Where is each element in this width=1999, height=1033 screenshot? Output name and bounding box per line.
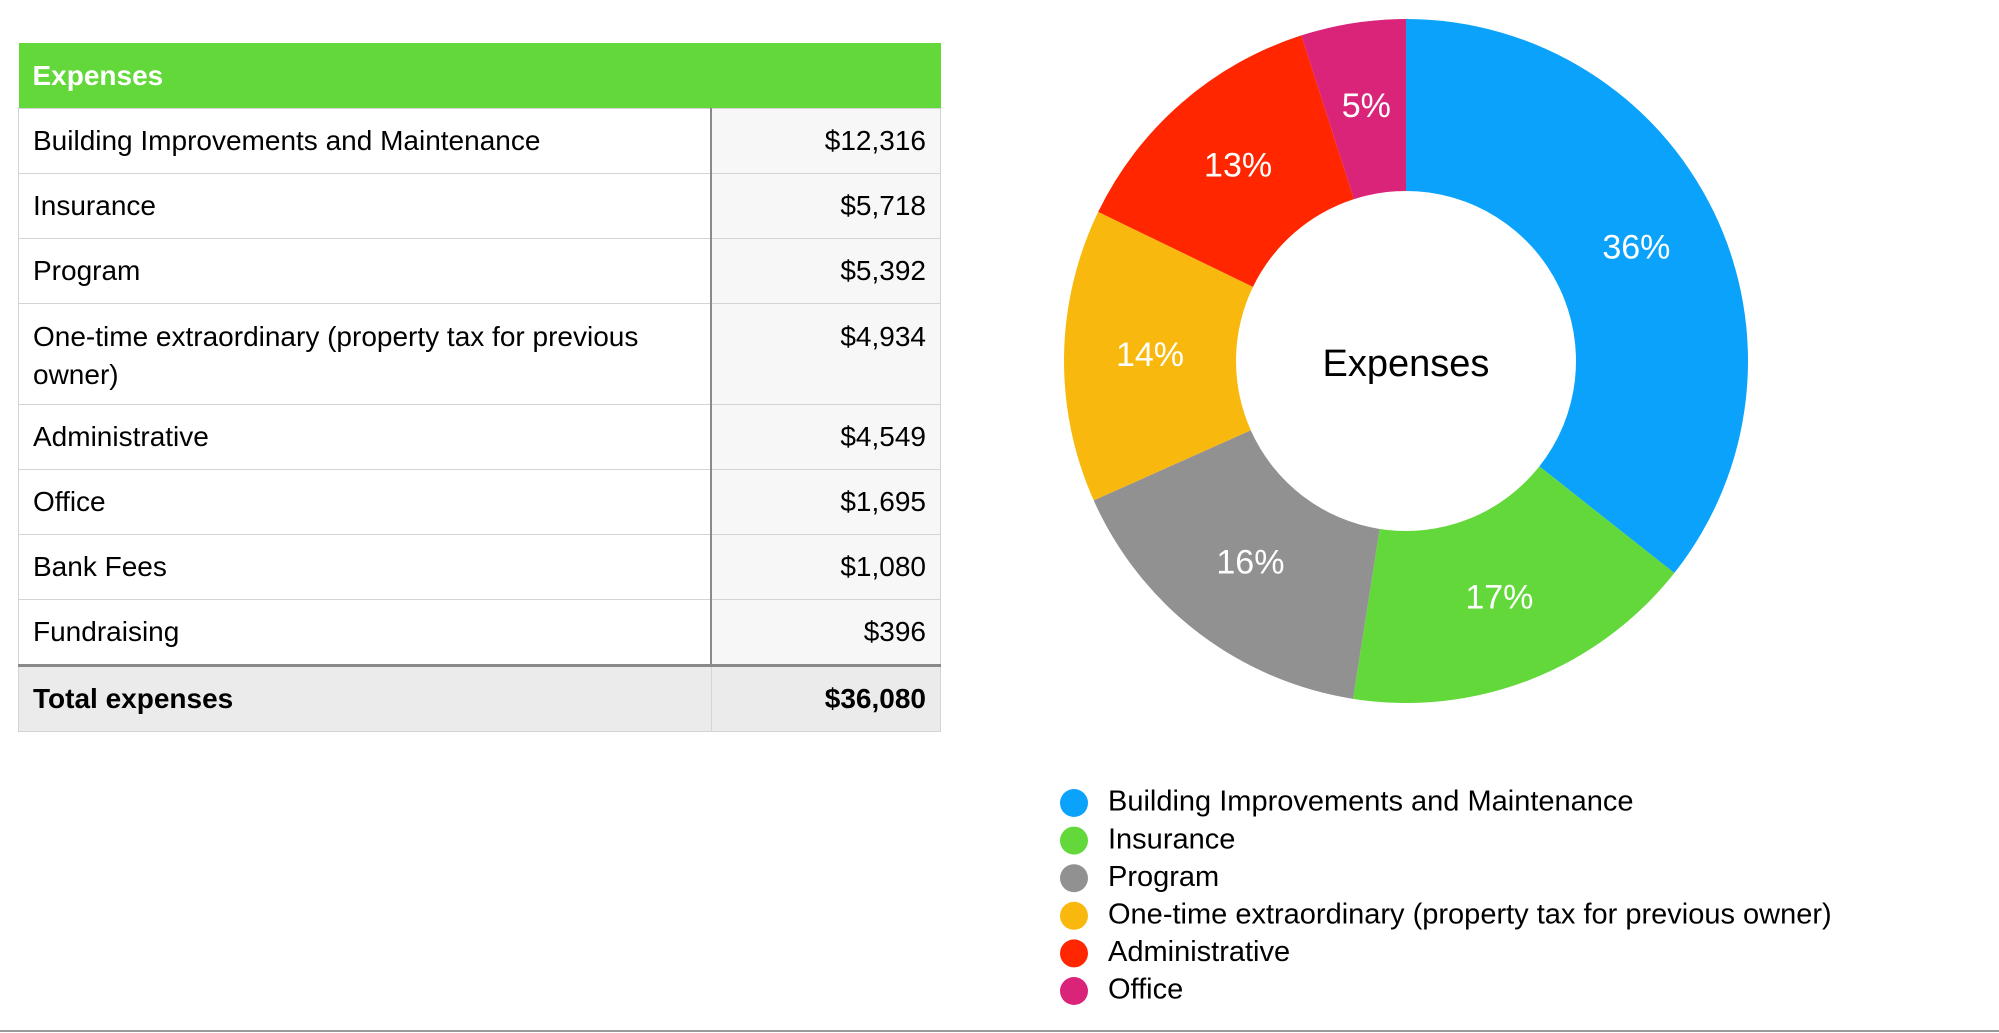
amount-cell: $4,549 [710, 404, 941, 470]
slice-label: 16% [1216, 543, 1284, 581]
slice [1301, 19, 1406, 200]
legend-label: Office [1108, 974, 1183, 1006]
table-row: Building Improvements and Maintenance $12… [18, 108, 941, 174]
label-cell: Building Improvements and Maintenance [18, 108, 712, 174]
slice-label: 36% [1602, 228, 1670, 266]
legend-label: Program [1108, 861, 1219, 893]
legend-swatch [1060, 901, 1088, 930]
amount-cell: $5,392 [710, 238, 941, 304]
table-row: Administrative $4,549 [18, 404, 941, 470]
legend-label: Administrative [1108, 936, 1290, 968]
total-row: Total expenses $36,080 [18, 664, 941, 732]
expenses-table: Expenses Building Improvements and Maint… [18, 43, 941, 732]
slice-label: 5% [1342, 87, 1391, 125]
table-row: Bank Fees $1,080 [18, 534, 941, 600]
legend-swatch [1060, 977, 1088, 1005]
slice-label: 17% [1465, 578, 1533, 616]
legend-swatch [1060, 864, 1088, 893]
legend-swatch [1060, 789, 1088, 817]
slice [1064, 211, 1253, 501]
legend-swatch [1060, 826, 1088, 855]
legend-label: Insurance [1108, 823, 1235, 855]
table-title: Expenses [18, 43, 941, 109]
slice-label: 14% [1116, 336, 1184, 374]
table-row: One-time extraordinary (property tax for… [18, 303, 941, 405]
label-cell: One-time extraordinary (property tax for… [18, 303, 712, 405]
legend-label: Building Improvements and Maintenance [1108, 786, 1634, 818]
slice-label: 13% [1204, 147, 1272, 185]
amount-cell: $12,316 [710, 108, 941, 174]
amount-cell: $36,080 [710, 664, 941, 732]
amount-cell: $396 [710, 599, 941, 666]
slice [1406, 19, 1749, 574]
label-cell: Fundraising [18, 599, 712, 666]
chart-title: Expenses [1323, 343, 1490, 385]
legend-swatch [1060, 939, 1088, 968]
slice [1098, 35, 1354, 287]
table-row: Fundraising $396 [18, 599, 941, 666]
label-cell: Total expenses [18, 664, 712, 732]
amount-cell: $4,934 [710, 303, 941, 405]
label-cell: Administrative [18, 404, 712, 470]
slice [1093, 430, 1380, 699]
slice [1353, 466, 1675, 703]
amount-cell: $1,695 [710, 469, 941, 535]
legend-label: One-time extraordinary (property tax for… [1108, 898, 1832, 930]
label-cell: Program [18, 238, 712, 304]
table-row: Program $5,392 [18, 238, 941, 304]
table-row: Office $1,695 [18, 469, 941, 535]
amount-cell: $5,718 [710, 173, 941, 239]
amount-cell: $1,080 [710, 534, 941, 600]
